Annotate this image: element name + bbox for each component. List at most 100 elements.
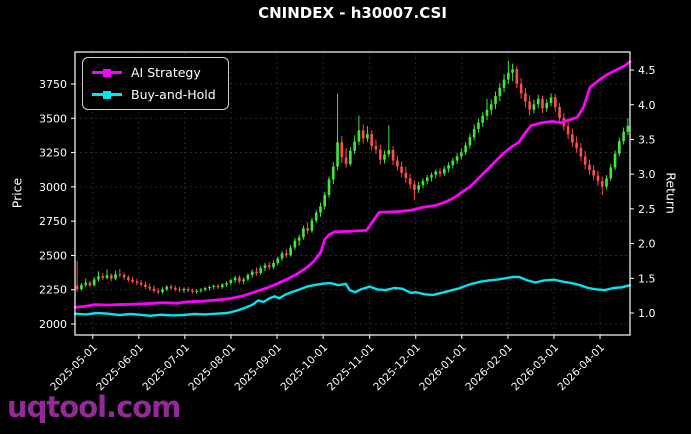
candle-body xyxy=(391,150,395,161)
candle-body xyxy=(571,134,574,143)
candle-body xyxy=(293,240,297,248)
candle-body xyxy=(191,290,194,292)
return-tick-label: 4.0 xyxy=(638,99,656,112)
ai-strategy-line xyxy=(73,60,632,309)
candle-body xyxy=(212,285,216,287)
candle-body xyxy=(361,130,365,139)
candle-body xyxy=(216,285,220,288)
price-tick-label: 3000 xyxy=(39,181,67,194)
candle-body xyxy=(468,137,472,146)
candle-body xyxy=(541,98,544,109)
candle-body xyxy=(472,128,476,138)
candle-body xyxy=(566,126,570,135)
plot-border xyxy=(74,51,631,336)
candle-body xyxy=(156,290,160,293)
candle-body xyxy=(357,130,361,142)
date-tick-label: 2025-10-01 xyxy=(279,342,331,394)
candle-body xyxy=(477,122,480,129)
candle-body xyxy=(605,178,608,187)
candle-body xyxy=(331,166,335,180)
candle-body xyxy=(101,276,105,278)
candle-body xyxy=(378,149,382,160)
buy-and-hold-line xyxy=(73,275,632,317)
candle-body xyxy=(92,279,96,286)
candle-body xyxy=(396,160,399,167)
legend-label: Buy-and-Hold xyxy=(131,87,216,102)
candle-body xyxy=(430,174,433,178)
candle-body xyxy=(613,153,617,168)
candle-body xyxy=(340,142,344,158)
candle-body xyxy=(434,171,438,175)
candle-body xyxy=(588,164,591,171)
candle-body xyxy=(387,150,391,155)
return-tick-label: 2.5 xyxy=(638,203,656,216)
candle-body xyxy=(464,145,467,153)
candle-body xyxy=(186,289,190,291)
price-tick-label: 2250 xyxy=(39,284,67,297)
candle-body xyxy=(229,280,233,284)
candle-body xyxy=(421,181,425,186)
candle-body xyxy=(549,97,553,103)
candle-body xyxy=(267,265,271,268)
candle-body xyxy=(203,288,207,290)
candle-body xyxy=(600,181,604,187)
price-tick-label: 3500 xyxy=(39,112,67,125)
candle-body xyxy=(583,156,587,165)
candle-body xyxy=(199,289,203,291)
legend-label: AI Strategy xyxy=(131,65,201,80)
candle-body xyxy=(280,253,284,259)
candle-body xyxy=(88,282,92,286)
date-tick-label: 2025-12-01 xyxy=(371,342,423,394)
date-tick-label: 2026-02-01 xyxy=(463,342,515,394)
return-tick-label: 3.0 xyxy=(638,168,656,181)
candle-body xyxy=(310,220,314,231)
candle-body xyxy=(148,286,152,289)
candle-body xyxy=(131,279,134,282)
candle-body xyxy=(306,228,309,231)
candle-body xyxy=(327,179,331,195)
candle-body xyxy=(374,145,378,150)
date-tick-label: 2025-06-01 xyxy=(94,342,146,394)
date-tick-label: 2025-11-01 xyxy=(325,342,377,394)
candlestick-series xyxy=(75,60,630,295)
return-tick-label: 3.5 xyxy=(638,133,656,146)
candle-body xyxy=(272,262,275,268)
candle-body xyxy=(498,87,502,97)
price-tick-label: 3750 xyxy=(39,78,67,91)
candle-body xyxy=(238,277,241,282)
candle-body xyxy=(609,167,613,179)
buy-and-hold-line-swatch xyxy=(92,90,122,99)
candle-body xyxy=(383,154,386,160)
candle-body xyxy=(370,134,374,146)
candle-body xyxy=(596,175,600,182)
candle-body xyxy=(404,172,408,179)
candle-body xyxy=(178,289,181,291)
candle-body xyxy=(225,283,228,285)
candle-body xyxy=(144,284,147,287)
candle-body xyxy=(455,156,459,161)
return-tick-label: 4.5 xyxy=(638,64,656,77)
candle-body xyxy=(553,97,557,108)
candle-body xyxy=(494,96,497,105)
price-tick-label: 2500 xyxy=(39,249,67,262)
price-tick-label: 2750 xyxy=(39,215,67,228)
candle-body xyxy=(314,212,318,221)
candle-body xyxy=(233,277,237,281)
candle-body xyxy=(118,274,122,276)
candle-body xyxy=(289,247,292,256)
price-tick-label: 2000 xyxy=(39,318,67,331)
candle-body xyxy=(519,83,523,94)
candle-body xyxy=(169,286,173,289)
candle-body xyxy=(319,206,322,213)
candle-body xyxy=(84,282,87,285)
candle-body xyxy=(246,274,250,280)
candle-body xyxy=(622,131,625,142)
candle-body xyxy=(97,276,100,280)
candle-body xyxy=(438,171,442,174)
candle-body xyxy=(127,277,130,280)
date-tick-label: 2025-07-01 xyxy=(140,342,192,394)
candle-body xyxy=(558,107,561,118)
legend: AI Strategy Buy-and-Hold xyxy=(82,57,229,110)
